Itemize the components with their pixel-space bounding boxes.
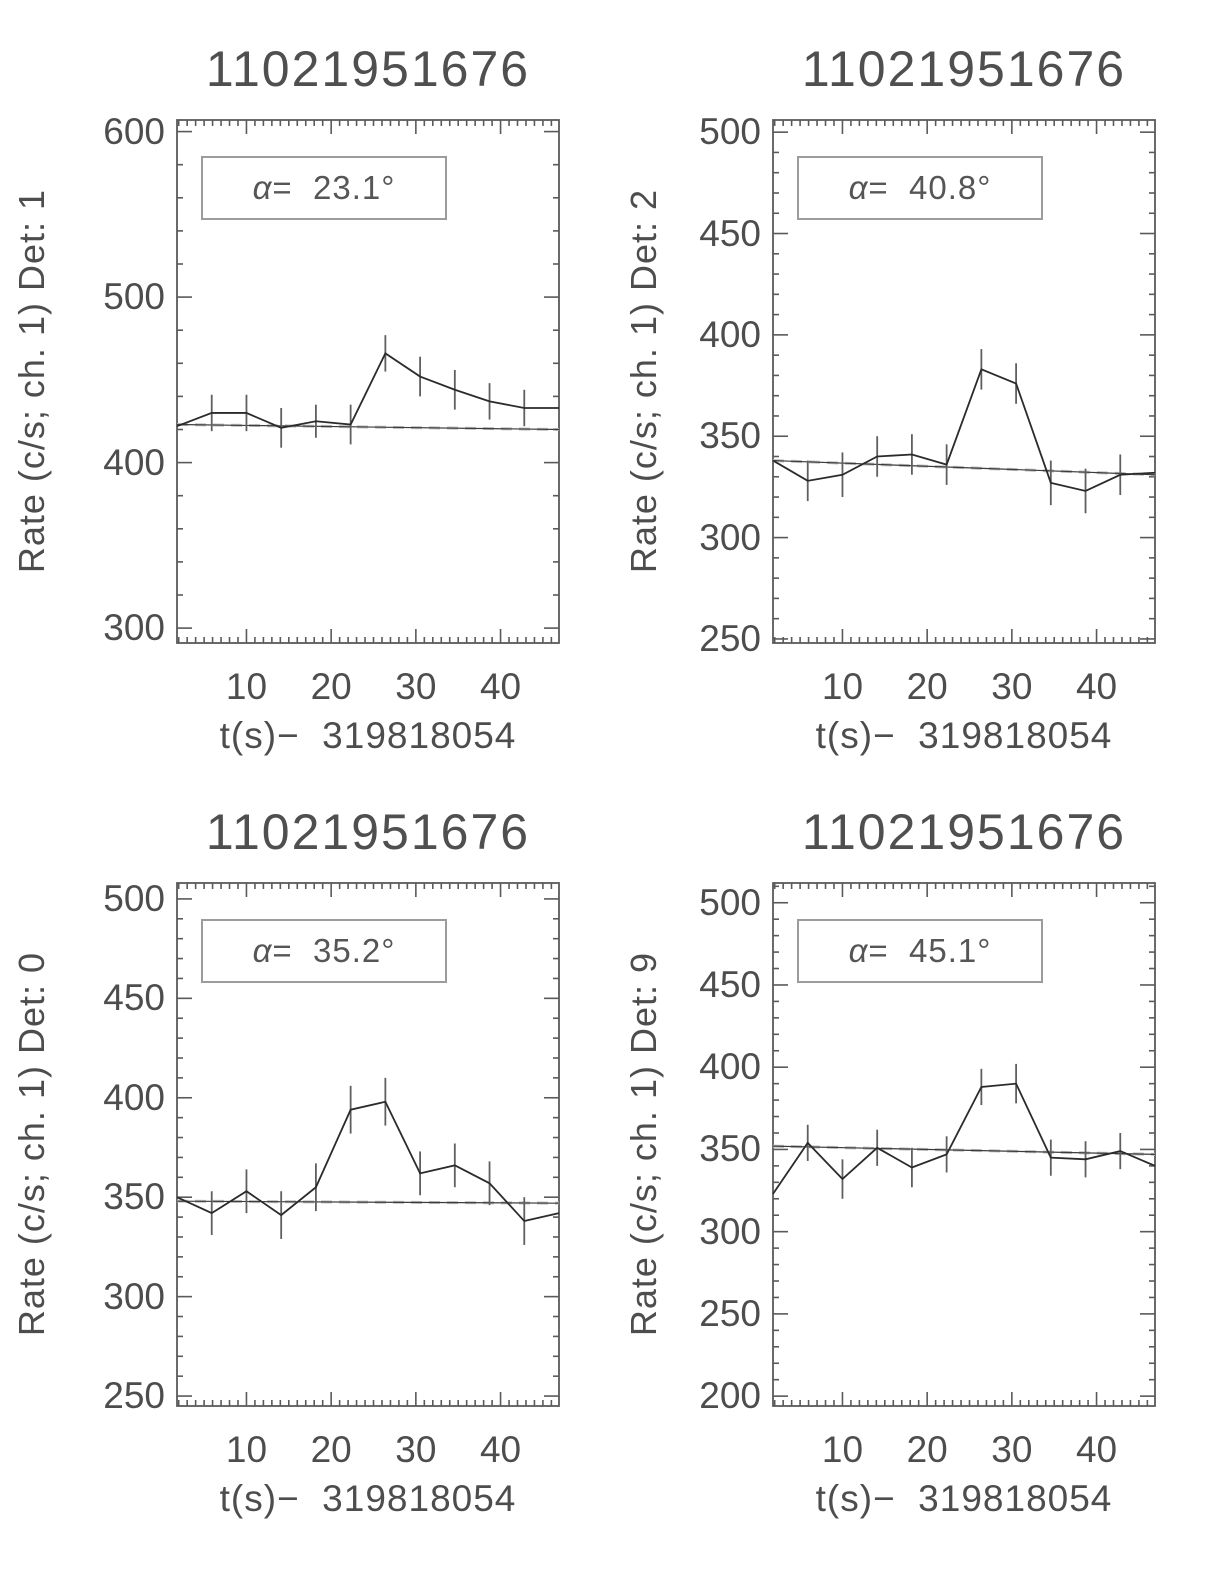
y-tick-label: 500	[103, 276, 165, 318]
y-tick-label: 300	[103, 607, 165, 649]
y-tick-label: 400	[103, 441, 165, 483]
x-tick-label: 10	[821, 1429, 864, 1470]
alpha-annotation-box: α= 23.1°	[201, 156, 447, 220]
y-tick-label: 400	[699, 313, 761, 355]
x-tick-label: 20	[906, 666, 948, 707]
y-axis-label-wrap: Rate (c/s; ch. 1) Det: 0	[4, 883, 60, 1406]
x-axis-label: t(s)− 319818054	[815, 1478, 1113, 1519]
x-tick-label: 40	[1075, 666, 1118, 707]
x-tick-label: 10	[821, 666, 864, 707]
alpha-annotation: α= 23.1°	[252, 169, 396, 206]
y-tick-label: 400	[103, 1076, 165, 1118]
alpha-annotation: α= 40.8°	[848, 169, 992, 206]
x-tick-label: 30	[395, 666, 437, 707]
chart-title: 11021951676	[801, 41, 1127, 97]
y-tick-label: 450	[699, 212, 761, 254]
x-axis-label: t(s)− 319818054	[219, 1478, 517, 1519]
x-axis-label: t(s)− 319818054	[815, 715, 1113, 756]
y-tick-label: 500	[699, 881, 761, 923]
x-tick-label: 20	[310, 666, 352, 707]
y-tick-label: 350	[103, 1176, 165, 1218]
y-tick-label: 350	[699, 415, 761, 457]
x-tick-label: 10	[225, 666, 268, 707]
alpha-annotation: α= 35.2°	[252, 932, 396, 969]
y-tick-label: 300	[699, 1210, 761, 1252]
y-tick-label: 600	[103, 110, 165, 152]
alpha-annotation-box: α= 35.2°	[201, 919, 447, 983]
alpha-annotation-box: α= 45.1°	[797, 919, 1043, 983]
chart-title: 11021951676	[205, 41, 531, 97]
panel-detector-2: 11021951676 Rate (c/s; ch. 1) Det: 2 α= …	[612, 0, 1224, 792]
y-tick-label: 500	[103, 877, 165, 919]
x-tick-label: 40	[479, 666, 522, 707]
y-tick-label: 300	[699, 516, 761, 558]
y-tick-label: 500	[699, 111, 761, 153]
y-axis-label: Rate (c/s; ch. 1) Det: 1	[11, 189, 52, 574]
y-tick-label: 400	[699, 1046, 761, 1088]
panel-detector-1: 11021951676 Rate (c/s; ch. 1) Det: 1 α= …	[0, 0, 612, 792]
alpha-annotation-box: α= 40.8°	[797, 156, 1043, 220]
chart-title: 11021951676	[801, 804, 1127, 860]
x-tick-label: 30	[991, 1429, 1033, 1470]
lightcurve-plot-det-1	[176, 119, 560, 644]
x-tick-label: 40	[1075, 1429, 1118, 1470]
y-tick-label: 450	[103, 977, 165, 1019]
x-tick-label: 30	[991, 666, 1033, 707]
x-tick-label: 30	[395, 1429, 437, 1470]
lightcurve-plot-det-9	[772, 882, 1156, 1407]
y-tick-label: 350	[699, 1128, 761, 1170]
y-tick-label: 250	[699, 1292, 761, 1334]
panel-detector-9: 11021951676 Rate (c/s; ch. 1) Det: 9 α= …	[612, 792, 1224, 1584]
y-tick-label: 250	[699, 617, 761, 659]
x-tick-label: 10	[225, 1429, 268, 1470]
x-axis-label: t(s)− 319818054	[219, 715, 517, 756]
y-tick-label: 450	[699, 963, 761, 1005]
chart-title: 11021951676	[205, 804, 531, 860]
panel-detector-0: 11021951676 Rate (c/s; ch. 1) Det: 0 α= …	[0, 792, 612, 1584]
x-tick-label: 20	[906, 1429, 948, 1470]
y-axis-label-wrap: Rate (c/s; ch. 1) Det: 2	[616, 120, 672, 643]
x-tick-label: 40	[479, 1429, 522, 1470]
lightcurve-plot-det-0	[176, 882, 560, 1407]
y-axis-label-wrap: Rate (c/s; ch. 1) Det: 1	[4, 120, 60, 643]
x-tick-label: 20	[310, 1429, 352, 1470]
alpha-annotation: α= 45.1°	[848, 932, 992, 969]
y-tick-label: 300	[103, 1275, 165, 1317]
y-tick-label: 250	[103, 1375, 165, 1417]
lightcurve-plot-det-2	[772, 119, 1156, 644]
y-tick-label: 200	[699, 1375, 761, 1417]
